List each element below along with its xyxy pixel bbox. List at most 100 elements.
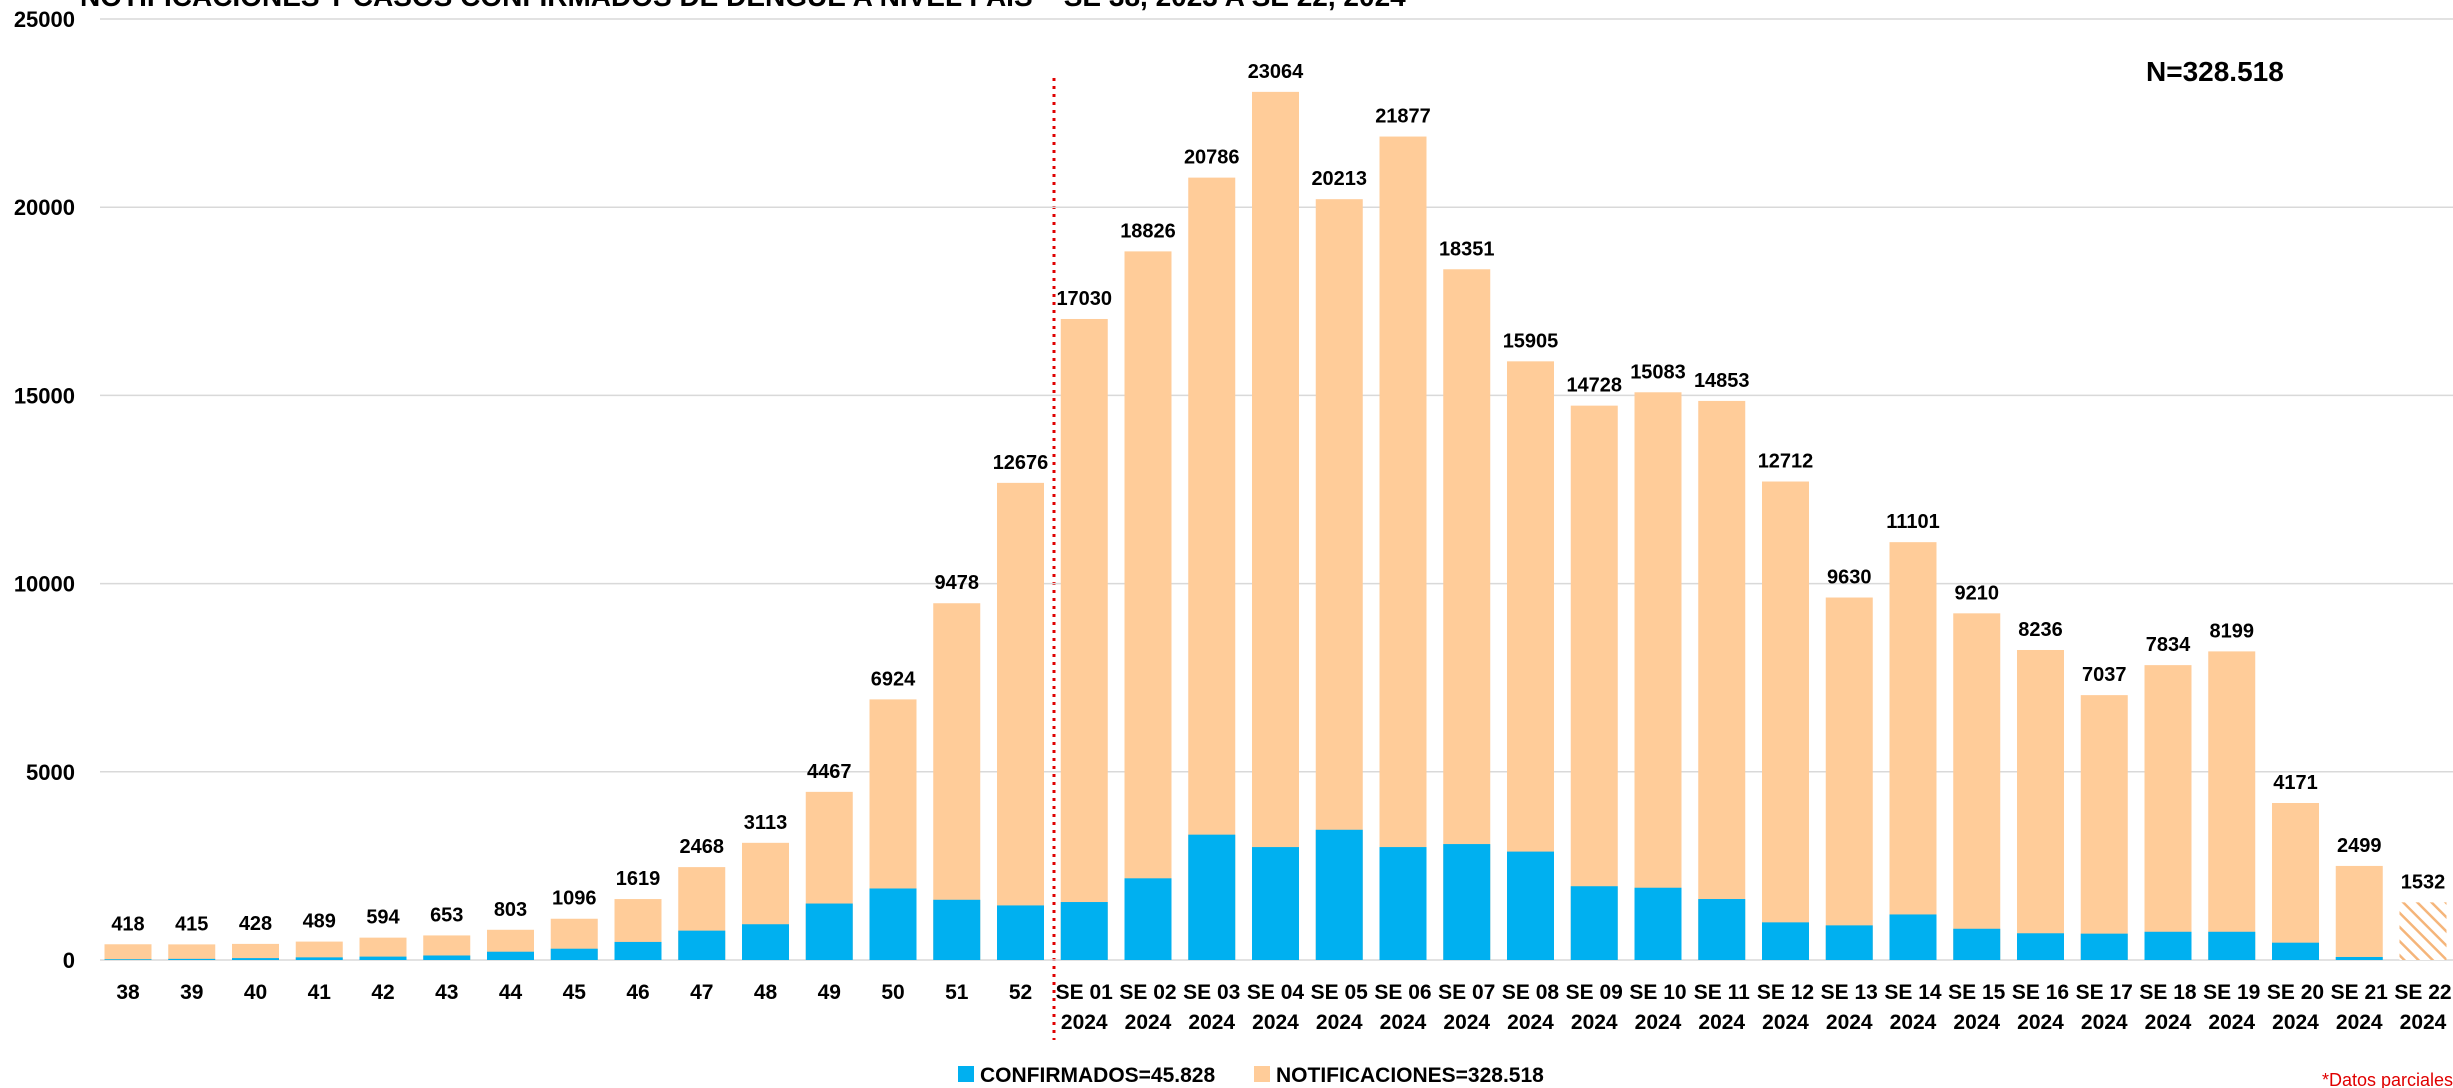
- bar: [1762, 922, 1809, 960]
- x-tick-label: SE 05: [1311, 981, 1369, 1004]
- x-tick-label: 48: [754, 981, 778, 1004]
- x-tick-label: SE 06: [1374, 981, 1431, 1004]
- x-tick-label: SE 22: [2394, 981, 2451, 1004]
- x-tick-label: 2024: [1571, 1011, 1618, 1034]
- bar: [168, 944, 216, 960]
- x-tick-label: 2024: [1698, 1011, 1745, 1034]
- bar: [1379, 847, 1427, 960]
- x-tick-label: 39: [180, 981, 203, 1004]
- bar: [295, 941, 343, 960]
- data-label: 1096: [552, 888, 597, 910]
- data-label: 18351: [1439, 238, 1495, 260]
- x-tick-label: SE 08: [1502, 981, 1560, 1004]
- bar: [1698, 400, 1746, 960]
- bar: [487, 951, 534, 960]
- bar: [997, 905, 1044, 960]
- legend-label: NOTIFICACIONES=328.518: [1276, 1064, 1544, 1087]
- data-label: 9630: [1827, 567, 1872, 589]
- bar: [104, 959, 152, 960]
- bar: [2080, 695, 2128, 960]
- x-tick-label: 41: [308, 981, 332, 1004]
- bar: [104, 944, 152, 960]
- x-tick-label: SE 13: [1821, 981, 1878, 1004]
- x-tick-label: 2024: [2400, 1011, 2447, 1034]
- x-tick-label: 2024: [2208, 1011, 2255, 1034]
- data-label: 21877: [1375, 106, 1431, 128]
- data-label: 1532: [2401, 871, 2446, 893]
- x-tick-label: 2024: [1826, 1011, 1873, 1034]
- bar: [678, 930, 726, 960]
- x-tick-label: 45: [563, 981, 587, 1004]
- x-tick-label: 44: [499, 981, 523, 1004]
- x-tick-label: SE 07: [1438, 981, 1495, 1004]
- x-tick-label: 52: [1009, 981, 1032, 1004]
- x-tick-label: SE 11: [1694, 981, 1750, 1004]
- bar: [869, 888, 917, 960]
- bar: [1188, 834, 1236, 960]
- data-label: 653: [430, 904, 463, 926]
- bar: [805, 903, 853, 960]
- bar: [2017, 933, 2064, 960]
- x-tick-label: 2024: [2081, 1011, 2128, 1034]
- data-label: 9478: [935, 572, 980, 594]
- x-tick-label: 51: [945, 981, 969, 1004]
- bar: [1060, 902, 1108, 960]
- x-tick-label: 42: [371, 981, 394, 1004]
- x-tick-label: SE 14: [1884, 981, 1942, 1004]
- y-tick-label: 10000: [14, 572, 75, 597]
- x-tick-label: 2024: [1762, 1011, 1809, 1034]
- bar: [1507, 851, 1554, 960]
- bar: [295, 957, 343, 960]
- x-tick-label: 2024: [1252, 1011, 1299, 1034]
- data-label: 594: [366, 907, 400, 929]
- bar: [1188, 177, 1236, 960]
- x-tick-label: 2024: [2272, 1011, 2319, 1034]
- bar: [1570, 886, 1618, 960]
- bar: [2208, 651, 2256, 960]
- x-tick-label: 46: [626, 981, 649, 1004]
- data-label: 14728: [1566, 375, 1622, 397]
- bar: [1634, 887, 1682, 960]
- bar: [2080, 933, 2128, 960]
- bar: [997, 482, 1044, 960]
- bar: [742, 924, 789, 960]
- bar: [1315, 829, 1363, 960]
- data-label: 17030: [1056, 288, 1112, 310]
- y-tick-label: 25000: [14, 7, 75, 32]
- data-label: 15083: [1630, 361, 1686, 383]
- data-label: 2468: [680, 836, 725, 858]
- bar: [1825, 925, 1873, 960]
- x-tick-label: SE 20: [2267, 981, 2324, 1004]
- x-tick-label: 2024: [2145, 1011, 2192, 1034]
- y-tick-label: 15000: [14, 383, 75, 408]
- x-tick-label: 43: [435, 981, 458, 1004]
- bar: [423, 955, 471, 960]
- bar: [1762, 481, 1809, 960]
- bar: [1825, 597, 1873, 960]
- x-tick-label: 49: [818, 981, 841, 1004]
- bar: [1634, 392, 1682, 960]
- bar: [1379, 136, 1427, 961]
- data-label: 4171: [2273, 772, 2318, 794]
- x-tick-label: SE 17: [2076, 981, 2133, 1004]
- y-tick-label: 0: [63, 948, 75, 973]
- legend-swatch: [958, 1066, 974, 1082]
- data-label: 2499: [2337, 835, 2382, 857]
- bar: [2399, 902, 2447, 960]
- bar: [232, 943, 279, 960]
- footnote: *Datos parciales: [2322, 1070, 2453, 1088]
- bar: [1570, 405, 1618, 961]
- x-tick-label: SE 19: [2203, 981, 2260, 1004]
- bar: [2208, 931, 2256, 960]
- bar: [2272, 942, 2319, 960]
- x-tick-label: SE 12: [1757, 981, 1814, 1004]
- bar: [359, 937, 407, 960]
- bar: [1124, 878, 1172, 960]
- x-tick-label: SE 21: [2331, 981, 2389, 1004]
- x-tick-label: 2024: [1890, 1011, 1937, 1034]
- bar: [1953, 613, 2001, 960]
- data-label: 9210: [1955, 582, 2000, 604]
- bar: [1953, 928, 2001, 960]
- x-tick-label: 2024: [1061, 1011, 1108, 1034]
- bar: [232, 958, 279, 960]
